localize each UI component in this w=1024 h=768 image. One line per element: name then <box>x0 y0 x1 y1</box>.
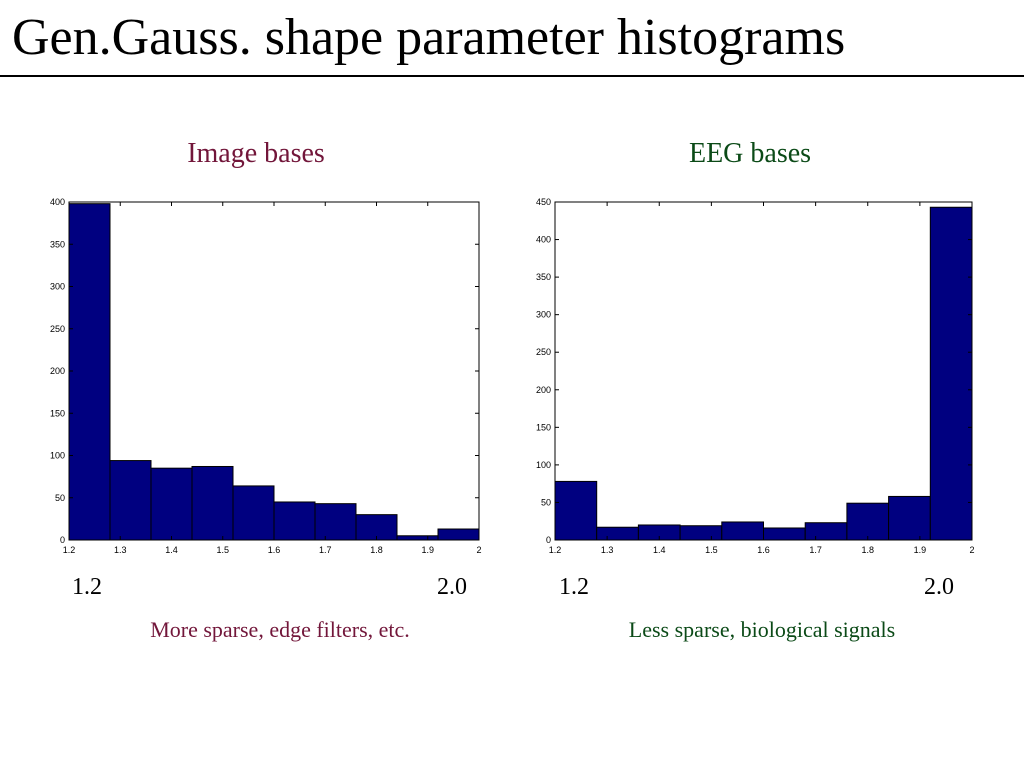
x-tick-label: 1.6 <box>757 545 770 555</box>
y-tick-label: 300 <box>50 282 65 292</box>
x-tick-label: 1.9 <box>914 545 927 555</box>
right-range-end: 2.0 <box>924 574 954 600</box>
x-tick-label: 1.5 <box>705 545 718 555</box>
x-tick-label: 1.8 <box>861 545 874 555</box>
image-bases-histogram: 0 50 100 150 200 250 300 350 400 1.2 1.3 1.4 1.5 1.6 1… <box>50 197 482 555</box>
x-tick-label: 1.9 <box>421 545 434 555</box>
histogram-bar <box>554 480 598 541</box>
y-tick-label: 150 <box>50 408 65 418</box>
y-tick-label: 450 <box>536 197 551 207</box>
histogram-bar <box>109 460 152 541</box>
x-tick-label: 1.3 <box>601 545 614 555</box>
histogram-bar <box>846 502 890 541</box>
y-tick-label: 350 <box>536 272 551 282</box>
left-range-end: 2.0 <box>437 574 467 600</box>
histogram-bar <box>150 467 193 541</box>
y-tick-label: 50 <box>55 493 65 503</box>
histogram-bar <box>68 203 111 541</box>
x-tick-label: 1.4 <box>653 545 666 555</box>
x-tick-label: 1.6 <box>268 545 281 555</box>
y-tick-label: 0 <box>546 535 551 545</box>
histogram-bar <box>763 527 806 541</box>
y-tick-label: 100 <box>50 451 65 461</box>
histogram-bar <box>396 535 439 541</box>
x-tick-label: 1.2 <box>63 545 76 555</box>
y-tick-label: 350 <box>50 239 65 249</box>
y-tick-label: 100 <box>536 460 551 470</box>
histogram-bar <box>804 522 848 541</box>
histogram-bar <box>191 465 234 541</box>
histogram-bar <box>437 528 480 541</box>
y-tick-label: 150 <box>536 422 551 432</box>
y-tick-label: 200 <box>536 385 551 395</box>
y-tick-label: 250 <box>536 347 551 357</box>
slide-title: Gen.Gauss. shape parameter histograms <box>12 9 846 66</box>
right-caption: Less sparse, biological signals <box>628 617 896 642</box>
x-tick-label: 1.3 <box>114 545 127 555</box>
histogram-bar <box>888 495 931 541</box>
x-tick-label: 2 <box>969 545 974 555</box>
title-divider <box>0 75 1024 77</box>
histogram-bar <box>679 525 723 541</box>
eeg-bases-histogram: 0 50 100 150 200 250 300 350 400 450 1.2 1.3 1.4 1.5 1… <box>536 197 975 555</box>
right-range-start: 1.2 <box>559 574 589 600</box>
histogram-bar <box>314 503 357 541</box>
x-tick-label: 1.5 <box>216 545 229 555</box>
x-tick-label: 1.4 <box>165 545 178 555</box>
x-tick-label: 1.2 <box>549 545 562 555</box>
histogram-bar <box>596 526 639 541</box>
x-tick-label: 1.7 <box>809 545 822 555</box>
left-caption: More sparse, edge filters, etc. <box>150 617 410 642</box>
y-tick-label: 50 <box>541 497 551 507</box>
chart-title-image-bases: Image bases <box>187 138 325 169</box>
x-tick-label: 1.8 <box>370 545 383 555</box>
histogram-bar <box>929 206 973 541</box>
histogram-bar <box>355 514 398 541</box>
histogram-bar <box>232 485 275 541</box>
plot-frame <box>554 201 973 541</box>
histogram-bar <box>273 501 316 541</box>
y-tick-label: 400 <box>536 235 551 245</box>
chart-title-eeg-bases: EEG bases <box>688 138 812 169</box>
left-range-start: 1.2 <box>72 574 102 600</box>
x-tick-label: 2 <box>476 545 481 555</box>
y-tick-label: 400 <box>50 197 65 207</box>
y-tick-label: 300 <box>536 310 551 320</box>
x-tick-label: 1.7 <box>319 545 332 555</box>
histogram-bar <box>721 521 765 541</box>
y-tick-label: 250 <box>50 324 65 334</box>
y-tick-label: 200 <box>50 366 65 376</box>
y-tick-label: 0 <box>60 535 65 545</box>
